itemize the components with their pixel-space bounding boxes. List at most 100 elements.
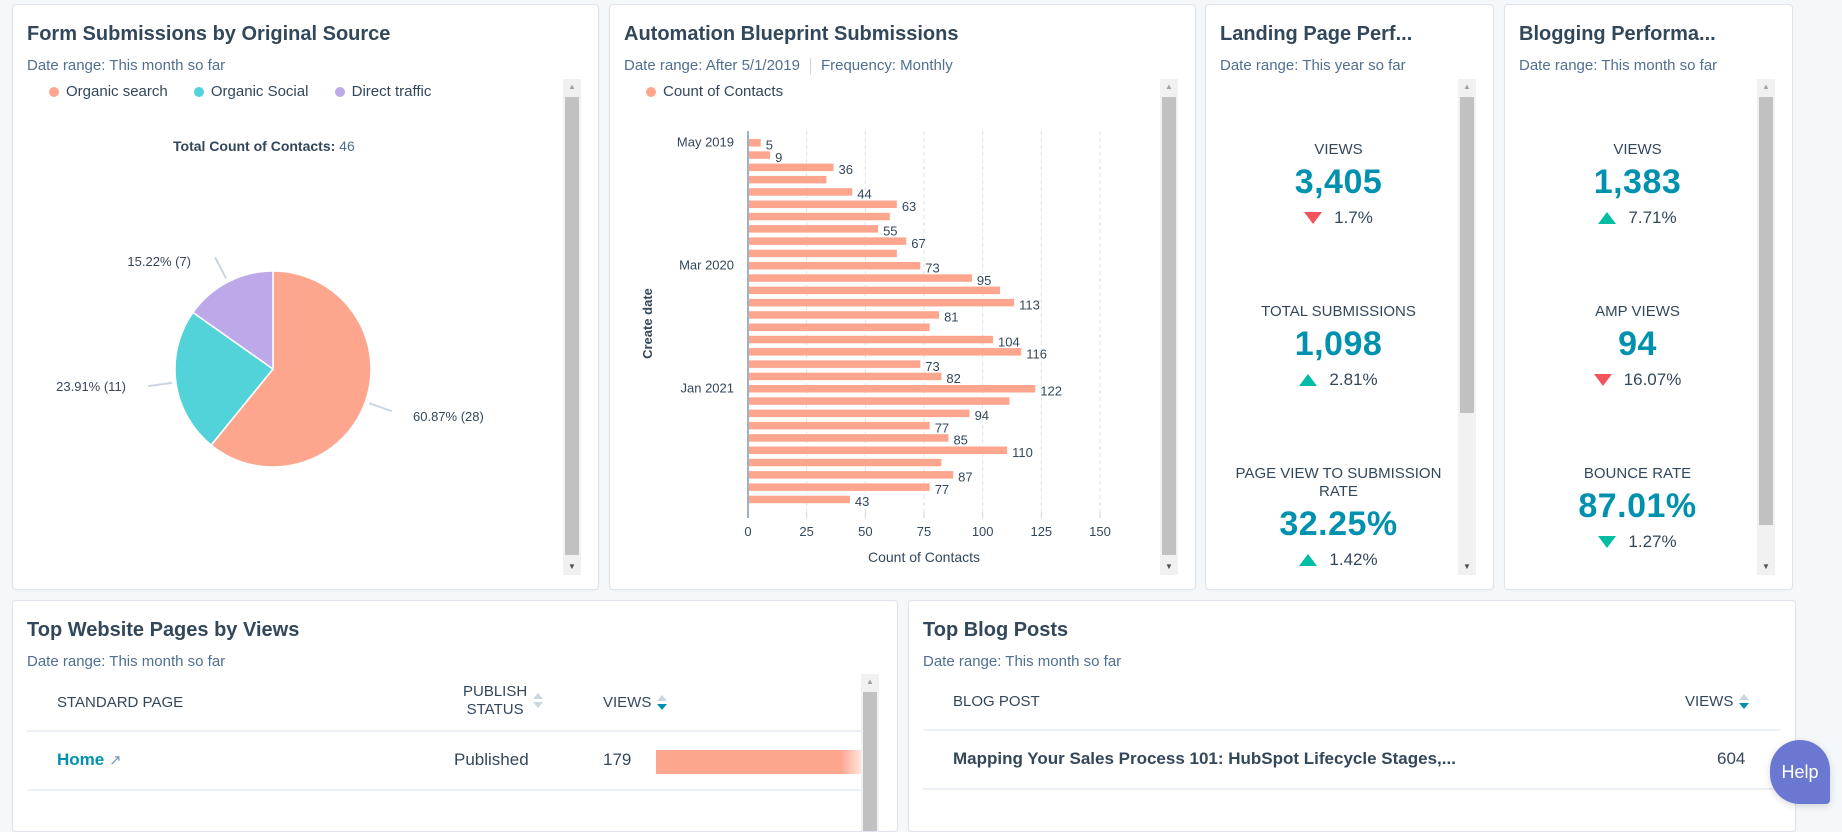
bar[interactable]	[749, 286, 1001, 295]
row-divider	[923, 788, 1781, 790]
bar[interactable]	[749, 483, 930, 491]
kpi-value: 1,383	[1593, 163, 1682, 201]
scroll-down-icon[interactable]: ▼	[1165, 562, 1173, 571]
bar-data-label: 95	[977, 273, 991, 288]
pie-slice-organic-search[interactable]	[210, 270, 372, 468]
legend-item-direct-traffic[interactable]: Direct traffic	[334, 83, 431, 100]
x-tick-label: 75	[917, 524, 931, 539]
scroll-up-icon[interactable]: ▲	[1463, 82, 1471, 91]
bar[interactable]	[749, 311, 940, 319]
sort-icon[interactable]	[533, 693, 544, 709]
column-header-blog-post[interactable]: Blog post	[953, 693, 1040, 710]
legend-dot	[49, 86, 59, 97]
bar[interactable]	[749, 458, 942, 467]
bar-data-label: 73	[925, 261, 939, 276]
scroll-thumb[interactable]	[1759, 97, 1773, 525]
bar[interactable]	[749, 175, 827, 184]
scrollbar[interactable]: ▲ ▼	[563, 79, 581, 575]
trend-down-icon	[1593, 374, 1612, 386]
bar[interactable]	[749, 323, 930, 332]
bar[interactable]	[749, 372, 942, 381]
bar[interactable]	[749, 446, 1008, 455]
pie-slice-direct-traffic[interactable]	[191, 270, 274, 371]
scrollbar[interactable]: ▲ ▼	[1757, 79, 1775, 575]
bar[interactable]	[749, 421, 930, 430]
pie-slice-organic-social[interactable]	[174, 311, 275, 447]
top-blog-posts-card: Top Blog Posts Date range: This month so…	[908, 600, 1796, 832]
scroll-up-icon[interactable]: ▲	[1762, 82, 1770, 91]
bar[interactable]	[749, 348, 1022, 356]
kpi-change-value: 1.42%	[1329, 550, 1378, 569]
help-button[interactable]: Help	[1770, 740, 1830, 804]
bar-data-label: 81	[944, 310, 958, 325]
bar-data-label: 82	[946, 371, 960, 386]
column-header-views[interactable]: Views	[603, 694, 668, 711]
date-range: Date range: This month so far	[27, 57, 226, 74]
bar[interactable]	[749, 495, 850, 504]
bar[interactable]	[749, 139, 761, 147]
x-tick-label: 0	[744, 524, 751, 539]
pie-total-value: 46	[339, 138, 355, 154]
legend-item-organic-social[interactable]: Organic Social	[193, 83, 308, 100]
bar[interactable]	[749, 360, 921, 368]
scroll-down-icon[interactable]: ▼	[1762, 562, 1770, 571]
scroll-thumb[interactable]	[1162, 97, 1176, 555]
scrollbar[interactable]: ▲ ▼	[1160, 79, 1178, 575]
bar[interactable]	[749, 385, 1036, 393]
legend-dot	[334, 86, 345, 97]
bar[interactable]	[749, 298, 1015, 307]
scroll-down-icon[interactable]: ▼	[1463, 562, 1471, 571]
kpi-change-value: 16.07%	[1623, 370, 1682, 389]
bar[interactable]	[749, 200, 897, 209]
bar[interactable]	[749, 151, 771, 159]
bar[interactable]	[749, 249, 897, 258]
date-range: Date range: After 5/1/2019 Frequency: Mon…	[624, 57, 953, 75]
scroll-up-icon[interactable]: ▲	[1165, 82, 1173, 91]
blog-post-link[interactable]: Mapping Your Sales Process 101: HubSpot …	[953, 749, 1456, 768]
bar[interactable]	[749, 434, 949, 442]
bar-data-label: 9	[775, 150, 782, 165]
scroll-thumb[interactable]	[863, 692, 877, 831]
legend-item-organic-search[interactable]: Organic search	[49, 83, 168, 100]
column-header-standard-page[interactable]: Standard page	[57, 694, 184, 711]
x-tick-label: 100	[972, 524, 994, 539]
legend-label: Organic search	[66, 83, 168, 100]
column-header-views[interactable]: Views	[1685, 693, 1750, 710]
scroll-up-icon[interactable]: ▲	[568, 82, 576, 91]
bar[interactable]	[749, 262, 921, 270]
scroll-thumb[interactable]	[565, 97, 579, 555]
bar[interactable]	[749, 397, 1010, 405]
kpi-views: Views 3,405 1.7%	[1206, 141, 1471, 228]
bar[interactable]	[749, 163, 834, 172]
card-title: Top Blog Posts	[923, 619, 1069, 641]
scroll-down-icon[interactable]: ▼	[568, 562, 576, 571]
external-link-icon[interactable]: ↗︎	[108, 752, 122, 769]
page-link-text[interactable]: Home	[57, 750, 105, 769]
column-header-publish-status[interactable]: PUBLISH STATUS	[463, 683, 544, 719]
bar[interactable]	[749, 212, 890, 221]
sort-descending-icon[interactable]	[657, 695, 668, 711]
views-bar	[656, 750, 861, 774]
legend-dot	[193, 86, 204, 97]
kpi-change: 7.71%	[1505, 208, 1770, 228]
scrollbar[interactable]: ▲ ▼	[1458, 79, 1476, 575]
row-divider	[27, 789, 877, 791]
x-tick-label: 25	[799, 524, 813, 539]
scrollbar[interactable]: ▲	[861, 674, 879, 831]
card-title: Landing Page Perf...	[1220, 23, 1413, 45]
bar-data-label: 36	[838, 162, 852, 177]
scroll-up-icon[interactable]: ▲	[866, 677, 874, 686]
page-link[interactable]: Home ↗︎	[57, 750, 122, 770]
bar[interactable]	[749, 409, 970, 418]
bar[interactable]	[749, 471, 954, 479]
bar[interactable]	[749, 335, 994, 344]
bar[interactable]	[749, 188, 853, 196]
bar[interactable]	[749, 225, 879, 233]
card-title: Blogging Performa...	[1519, 23, 1716, 45]
sort-descending-icon[interactable]	[1739, 694, 1750, 710]
scroll-thumb[interactable]	[1460, 97, 1474, 413]
bar[interactable]	[749, 237, 907, 245]
legend-item-count-of-contacts[interactable]: Count of Contacts	[646, 83, 783, 100]
bar[interactable]	[749, 274, 972, 282]
date-range: Date range: This month so far	[1519, 57, 1718, 74]
